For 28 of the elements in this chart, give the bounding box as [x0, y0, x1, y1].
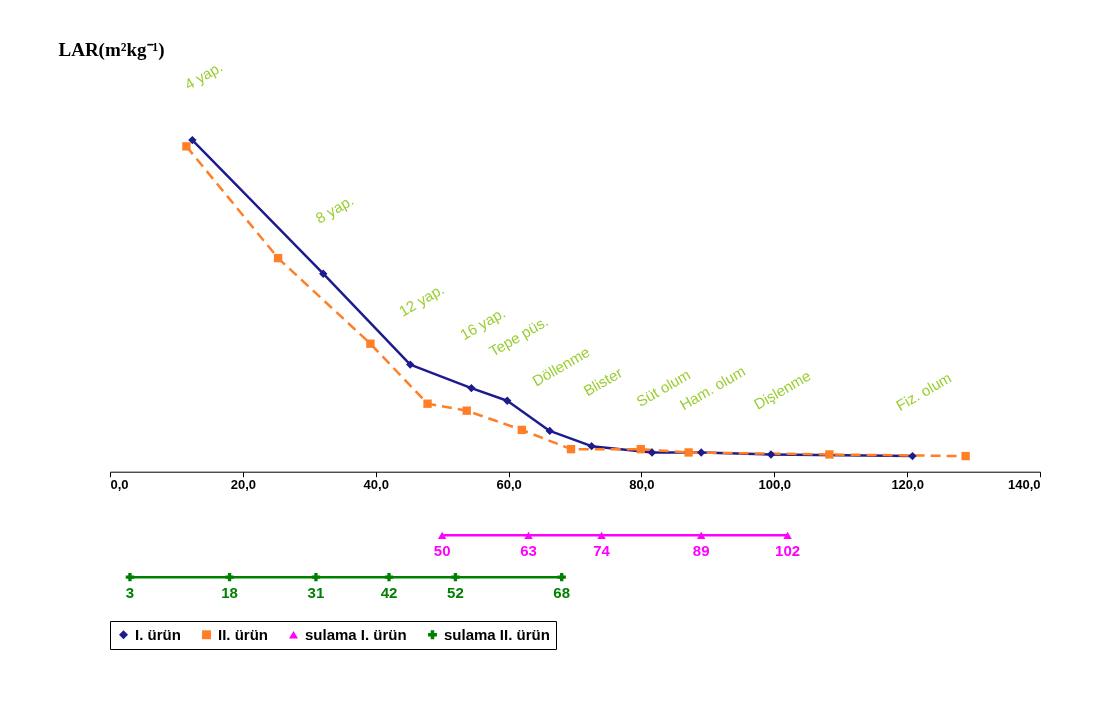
annotation: 3 — [125, 584, 135, 602]
x-tick-label: 140,0 — [1007, 477, 1041, 493]
annotation: 12 yap. — [395, 280, 447, 320]
annotation: Fiz. olum — [892, 368, 955, 414]
text: 4 yap. — [181, 57, 226, 93]
y-axis-title: LAR(m²kg⁻¹) — [58, 38, 165, 61]
x-tick-label: 80,0 — [629, 477, 655, 493]
legend-label: sulama I. ürün — [305, 625, 407, 643]
annotation: 50 — [433, 542, 451, 560]
x-tick-label: 40,0 — [363, 477, 389, 493]
legend-label: sulama II. ürün — [444, 625, 550, 643]
annotation: 68 — [553, 584, 571, 602]
annotation: 102 — [775, 542, 801, 560]
annotation: 42 — [380, 584, 398, 602]
annotation: 8 yap. — [312, 191, 357, 227]
x-tick-label: 0,0 — [110, 477, 129, 493]
x-tick-label: 20,0 — [230, 477, 257, 493]
annotation: 63 — [520, 542, 537, 560]
annotation: 74 — [593, 542, 611, 560]
x-tick-label: 100,0 — [758, 477, 792, 493]
annotation: 18 — [221, 584, 238, 602]
annotation: 31 — [307, 584, 325, 602]
x-tick-label: 60,0 — [496, 477, 522, 493]
legend-label: I. ürün — [135, 625, 181, 643]
x-tick-label: 120,0 — [891, 477, 924, 493]
annotation: 89 — [692, 542, 710, 560]
annotation: 52 — [447, 584, 464, 602]
legend-label: II. ürün — [218, 625, 268, 643]
